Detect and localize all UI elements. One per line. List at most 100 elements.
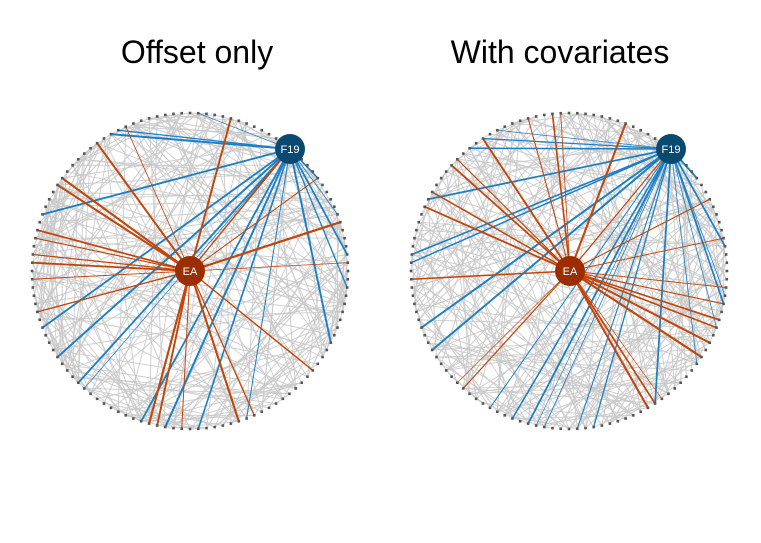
- panel-title: With covariates: [450, 34, 670, 70]
- edge: [440, 363, 537, 426]
- edge: [345, 287, 348, 296]
- node: [30, 277, 34, 281]
- edge: [133, 123, 335, 336]
- node: [221, 424, 225, 427]
- node: [481, 137, 485, 140]
- node: [646, 132, 650, 136]
- node: [575, 111, 579, 115]
- node: [712, 205, 715, 209]
- edge: [418, 319, 545, 428]
- edge: [45, 198, 331, 208]
- node: [56, 355, 59, 359]
- node: [411, 244, 415, 248]
- panel-offset-only: Offset only F19 EA: [0, 0, 380, 543]
- node: [413, 302, 416, 306]
- edge: [451, 165, 513, 419]
- node: [653, 402, 657, 405]
- edge: [189, 177, 319, 272]
- node: [723, 294, 727, 298]
- node: [715, 326, 718, 329]
- edge: [462, 270, 571, 389]
- node: [584, 426, 587, 430]
- edge: [57, 184, 348, 288]
- edge: [431, 191, 571, 272]
- node: [89, 146, 92, 150]
- edge: [282, 287, 348, 400]
- edge: [189, 262, 348, 272]
- edge: [411, 138, 656, 255]
- node: [468, 146, 471, 150]
- node: [188, 427, 192, 431]
- hub-circle: [555, 256, 585, 286]
- node: [722, 302, 725, 306]
- edge: [475, 398, 529, 425]
- edge: [53, 303, 345, 351]
- edge: [289, 148, 348, 288]
- node: [410, 286, 414, 289]
- edge: [436, 184, 595, 428]
- edge: [543, 148, 672, 428]
- node: [695, 176, 699, 180]
- edge: [469, 147, 619, 422]
- node: [44, 333, 47, 337]
- node: [616, 419, 620, 423]
- edge: [39, 206, 335, 223]
- node: [409, 277, 413, 281]
- edge: [420, 148, 672, 329]
- node: [444, 369, 448, 372]
- node: [180, 111, 184, 115]
- node: [724, 286, 728, 289]
- hub-circle: [275, 134, 305, 164]
- edge: [165, 114, 239, 122]
- node: [300, 157, 304, 161]
- edge: [289, 148, 332, 343]
- node: [116, 410, 120, 414]
- node: [646, 406, 650, 410]
- edge: [157, 403, 277, 427]
- node: [624, 417, 627, 420]
- node: [267, 406, 271, 410]
- hub-label: EA: [563, 266, 578, 278]
- node: [341, 310, 344, 314]
- node: [567, 427, 571, 431]
- edge: [410, 278, 634, 416]
- node: [336, 326, 339, 329]
- node: [316, 176, 320, 180]
- node: [213, 425, 217, 429]
- edge: [431, 148, 672, 351]
- node: [430, 348, 434, 352]
- node: [455, 157, 459, 161]
- node: [60, 362, 64, 366]
- node: [47, 197, 51, 201]
- rim-nodes: [30, 111, 350, 431]
- node: [660, 397, 664, 401]
- node: [592, 425, 596, 429]
- hub-node-f19: F19: [656, 134, 686, 164]
- node: [430, 190, 434, 194]
- edge: [32, 278, 343, 313]
- node: [717, 220, 721, 224]
- node: [196, 427, 200, 431]
- edge: [482, 137, 672, 150]
- node: [245, 122, 248, 125]
- edge: [148, 270, 192, 424]
- node: [600, 115, 604, 118]
- node: [712, 333, 715, 337]
- node: [30, 261, 34, 265]
- node: [344, 294, 348, 298]
- edge: [504, 126, 711, 344]
- node: [439, 362, 443, 366]
- node: [720, 310, 723, 314]
- edge: [66, 114, 216, 371]
- edge: [230, 295, 347, 424]
- edge: [289, 148, 348, 255]
- node: [32, 244, 36, 248]
- edge: [456, 158, 571, 272]
- edge: [206, 221, 341, 429]
- edge: [654, 148, 672, 404]
- node: [82, 152, 86, 155]
- edge: [32, 138, 105, 255]
- edge: [42, 148, 291, 216]
- edge: [632, 126, 702, 358]
- edge: [173, 420, 239, 429]
